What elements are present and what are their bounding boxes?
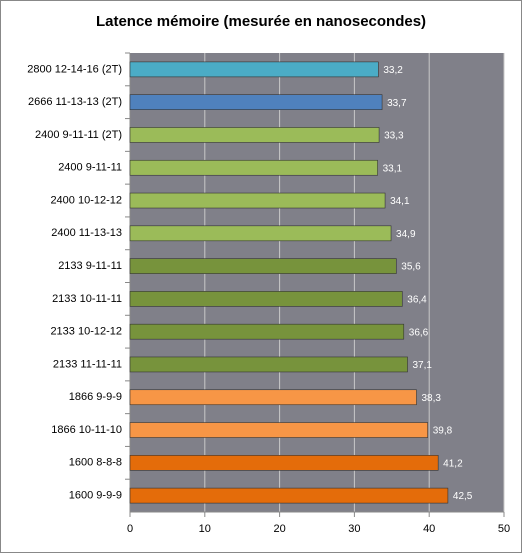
y-tick-label: 2666 11-13-13 (2T) [28, 96, 122, 108]
y-tick-label: 2800 12-14-16 (2T) [27, 63, 122, 75]
bar [129, 487, 449, 504]
bar [129, 61, 379, 78]
y-tick-label: 2133 10-12-12 [50, 326, 122, 338]
plot-area [130, 53, 504, 512]
x-tick-label: 40 [423, 523, 435, 535]
bar [129, 323, 405, 340]
bar [129, 192, 386, 209]
bar [129, 455, 439, 471]
bar [129, 127, 380, 143]
bar [129, 291, 403, 307]
y-tick-label: 2133 10-11-11 [52, 293, 122, 305]
y-tick-label: 2400 9-11-11 (2T) [35, 129, 122, 141]
x-tick-label: 10 [199, 523, 211, 535]
y-tick-label: 2400 9-11-11 [58, 162, 122, 174]
value-label: 33,2 [383, 65, 403, 76]
bar [129, 356, 408, 373]
y-tick-label: 1600 8-8-8 [69, 457, 122, 469]
x-tick-label: 30 [348, 523, 360, 535]
bar [129, 258, 397, 274]
chart-title: Latence mémoire (mesurée en nanosecondes… [96, 13, 426, 30]
value-label: 34,1 [390, 196, 410, 207]
y-tick-label: 2400 10-12-12 [50, 194, 122, 206]
value-label: 36,6 [409, 327, 429, 338]
value-label: 39,8 [433, 426, 453, 437]
value-label: 33,3 [384, 131, 404, 142]
y-tick-label: 2133 9-11-11 [58, 260, 122, 272]
bar [129, 389, 417, 406]
x-tick-label: 0 [127, 523, 133, 535]
bar [129, 422, 429, 438]
y-tick-label: 1600 9-9-9 [69, 490, 122, 502]
value-label: 33,7 [387, 98, 407, 109]
y-tick-label: 1866 10-11-10 [51, 424, 122, 436]
value-label: 42,5 [453, 491, 473, 502]
y-tick-label: 2400 11-13-13 [51, 227, 122, 239]
value-label: 33,1 [383, 163, 403, 174]
value-label: 35,6 [401, 262, 421, 273]
y-tick-label: 1866 9-9-9 [69, 391, 122, 403]
x-tick-label: 20 [273, 523, 285, 535]
bar [129, 94, 383, 110]
bar [129, 225, 392, 242]
value-label: 41,2 [443, 458, 463, 469]
value-label: 38,3 [421, 393, 441, 404]
x-tick-label: 50 [498, 523, 510, 535]
value-label: 37,1 [413, 360, 433, 371]
y-tick-label: 2133 11-11-11 [53, 358, 122, 370]
value-label: 34,9 [396, 229, 416, 240]
bar [129, 159, 378, 176]
value-label: 36,4 [407, 295, 427, 306]
